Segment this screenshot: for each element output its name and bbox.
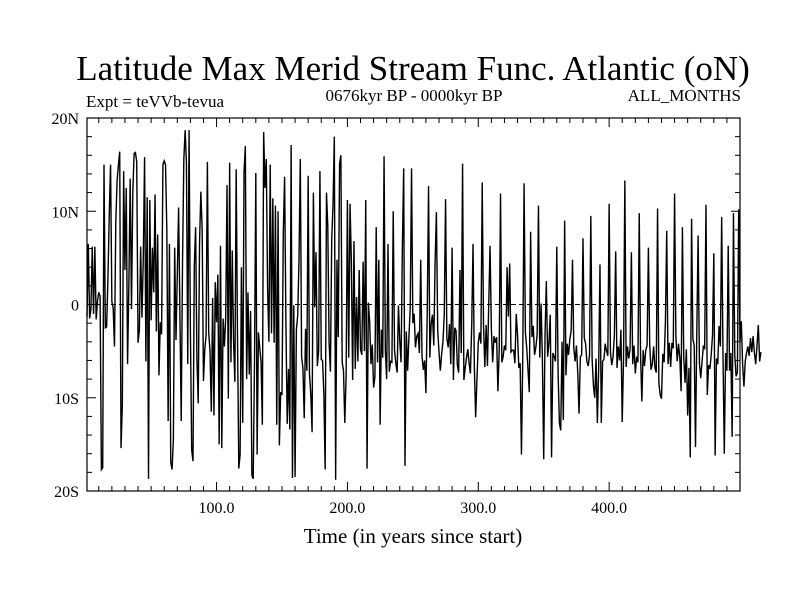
y-tick-label-2: 0 [71, 298, 79, 315]
time-range-label: 0676kyr BP - 0000kyr BP [326, 86, 503, 105]
x-tick-label-2: 300.0 [460, 500, 496, 517]
chart-title: Latitude Max Merid Stream Func. Atlantic… [76, 49, 750, 88]
months-label: ALL_MONTHS [628, 86, 741, 105]
x-axis-label: Time (in years since start) [304, 524, 523, 548]
y-tick-label-4: 20N [51, 111, 79, 128]
experiment-label: Expt = teVVb-tevua [86, 92, 224, 111]
y-tick-label-1: 10S [54, 391, 79, 408]
x-tick-label-1: 200.0 [329, 500, 365, 517]
y-tick-label-3: 10N [51, 204, 79, 221]
y-tick-label-0: 20S [54, 484, 79, 501]
y-axis: 20S 10S 0 10N 20N [51, 111, 740, 501]
series-line [86, 130, 762, 480]
x-axis: 100.0 200.0 300.0 400.0 [98, 118, 728, 517]
x-tick-label-0: 100.0 [199, 500, 235, 517]
x-tick-label-3: 400.0 [591, 500, 627, 517]
